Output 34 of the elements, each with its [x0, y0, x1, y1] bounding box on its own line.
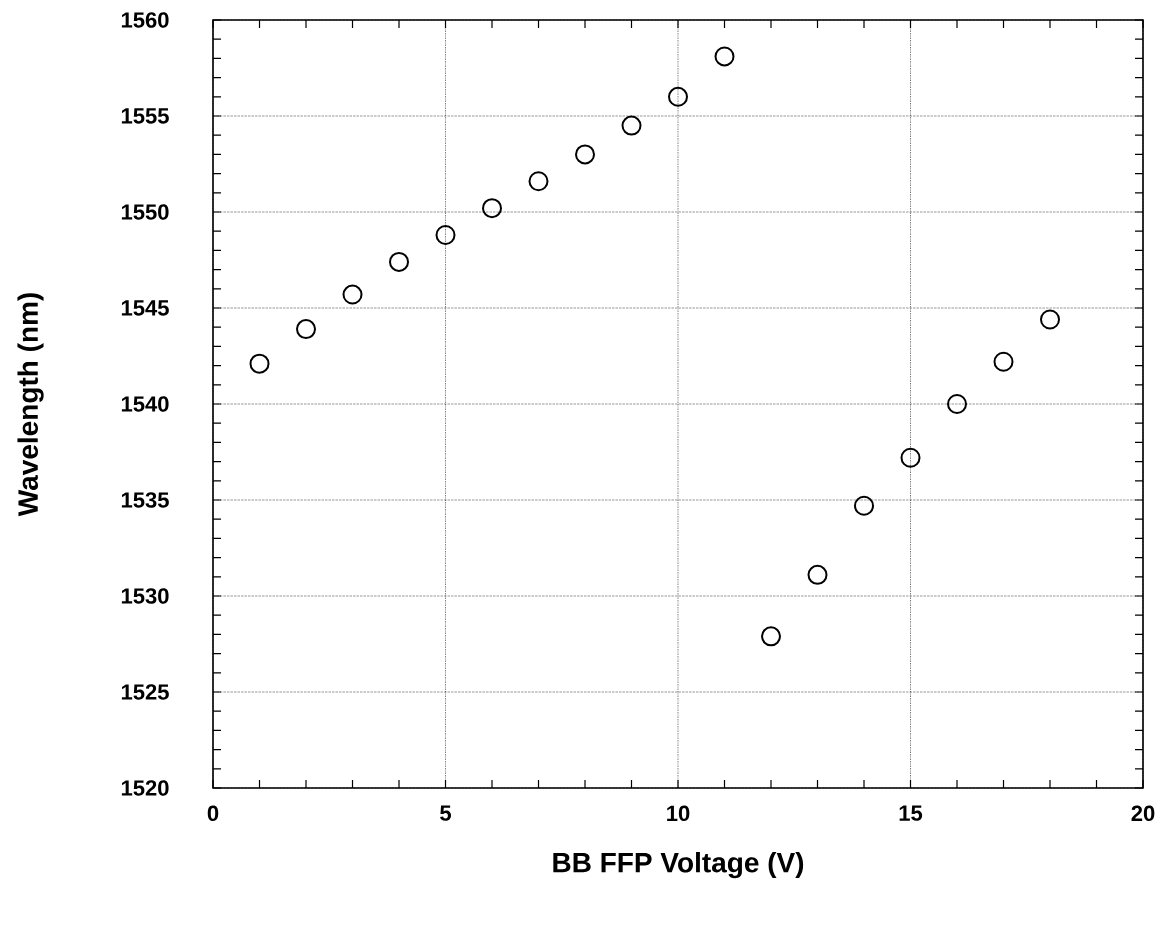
point — [947, 393, 968, 414]
y-tick-label: 1545 — [121, 300, 169, 316]
point — [668, 86, 689, 107]
point — [621, 115, 642, 136]
y-tick-label: 1555 — [121, 108, 169, 124]
point — [249, 353, 270, 374]
x-tick-label: 15 — [899, 805, 923, 821]
y-tick-label: 1535 — [121, 492, 169, 508]
y-tick-label: 1525 — [121, 684, 169, 700]
point — [389, 251, 410, 272]
y-tick-label: 1530 — [121, 588, 169, 604]
y-tick-label: 1550 — [121, 204, 169, 220]
point — [528, 171, 549, 192]
point — [807, 564, 828, 585]
x-tick-label: 5 — [440, 805, 452, 821]
point — [296, 319, 317, 340]
y-tick-label: 1520 — [121, 780, 169, 796]
point — [342, 284, 363, 305]
point — [575, 144, 595, 165]
y-tick-label: 1560 — [121, 12, 169, 28]
x-tick-label: 0 — [207, 805, 219, 822]
y-axis-title: Wavelength (nm) — [17, 293, 44, 517]
point — [1040, 309, 1060, 330]
point — [900, 447, 921, 468]
point — [482, 198, 503, 219]
y-tick-label: 1540 — [121, 396, 169, 412]
x-tick-label: 20 — [1131, 805, 1155, 822]
point — [714, 46, 735, 67]
x-tick-label: 10 — [667, 805, 690, 822]
point — [435, 225, 456, 246]
point — [993, 351, 1014, 372]
x-axis-title: BB FFP Voltage (V) — [553, 851, 804, 879]
point — [854, 495, 874, 516]
point — [761, 626, 782, 647]
